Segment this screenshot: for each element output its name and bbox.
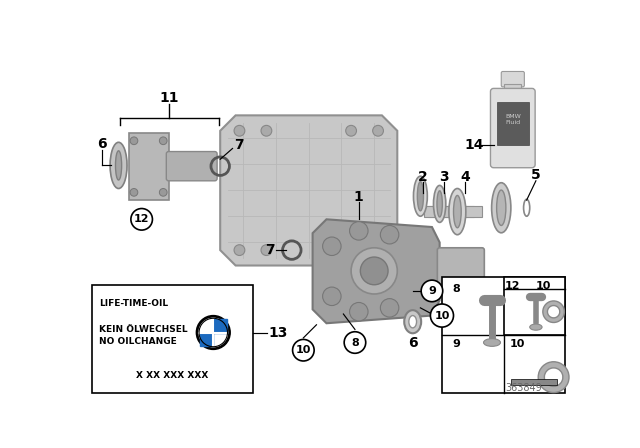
Circle shape bbox=[349, 222, 368, 240]
Text: 3: 3 bbox=[438, 170, 448, 184]
Ellipse shape bbox=[413, 176, 428, 216]
Text: 6: 6 bbox=[408, 336, 417, 349]
Circle shape bbox=[159, 189, 167, 196]
Text: 8: 8 bbox=[351, 337, 359, 348]
Text: X XX XXX XXX: X XX XXX XXX bbox=[136, 371, 209, 380]
Ellipse shape bbox=[115, 151, 122, 180]
Circle shape bbox=[372, 245, 383, 255]
Text: 10: 10 bbox=[435, 310, 450, 321]
Text: 6: 6 bbox=[97, 137, 106, 151]
Text: 1: 1 bbox=[354, 190, 364, 204]
Text: 10: 10 bbox=[509, 339, 525, 349]
Text: LIFE-TIME-OIL: LIFE-TIME-OIL bbox=[99, 299, 168, 308]
Polygon shape bbox=[129, 133, 168, 200]
Polygon shape bbox=[511, 379, 557, 385]
Circle shape bbox=[261, 125, 272, 136]
Text: 10: 10 bbox=[296, 345, 311, 355]
Text: 12: 12 bbox=[134, 214, 149, 224]
Ellipse shape bbox=[404, 310, 421, 333]
Circle shape bbox=[323, 287, 341, 306]
Bar bbox=[442, 277, 565, 392]
Circle shape bbox=[380, 225, 399, 244]
Ellipse shape bbox=[449, 189, 466, 235]
Text: 8: 8 bbox=[452, 284, 460, 293]
Circle shape bbox=[292, 340, 314, 361]
Ellipse shape bbox=[492, 183, 511, 233]
Ellipse shape bbox=[497, 190, 506, 225]
Bar bbox=[424, 206, 482, 217]
Bar bbox=[428, 206, 474, 217]
Bar bbox=[504, 84, 521, 93]
Circle shape bbox=[130, 189, 138, 196]
FancyBboxPatch shape bbox=[437, 248, 484, 295]
Circle shape bbox=[346, 245, 356, 255]
Circle shape bbox=[234, 245, 245, 255]
Polygon shape bbox=[200, 332, 213, 346]
Ellipse shape bbox=[437, 191, 442, 217]
Ellipse shape bbox=[409, 315, 417, 328]
Circle shape bbox=[199, 318, 227, 347]
Ellipse shape bbox=[417, 181, 424, 211]
Text: 12: 12 bbox=[505, 281, 520, 291]
Circle shape bbox=[349, 302, 368, 321]
Ellipse shape bbox=[110, 142, 127, 189]
Circle shape bbox=[351, 248, 397, 294]
Text: 363849: 363849 bbox=[506, 383, 542, 392]
Ellipse shape bbox=[433, 185, 446, 222]
Text: NO OILCHANGE: NO OILCHANGE bbox=[99, 337, 177, 346]
Bar bbox=[92, 285, 253, 392]
Ellipse shape bbox=[454, 195, 461, 228]
Circle shape bbox=[234, 125, 245, 136]
Bar bbox=[504, 277, 565, 335]
Text: 7: 7 bbox=[265, 243, 275, 257]
FancyBboxPatch shape bbox=[501, 72, 524, 87]
Circle shape bbox=[196, 315, 230, 349]
Circle shape bbox=[344, 332, 365, 353]
Text: 9: 9 bbox=[428, 286, 436, 296]
FancyBboxPatch shape bbox=[166, 151, 217, 181]
Text: 5: 5 bbox=[531, 168, 541, 182]
Text: 13: 13 bbox=[268, 326, 287, 340]
Text: KEIN ÖLWECHSEL: KEIN ÖLWECHSEL bbox=[99, 325, 188, 334]
Ellipse shape bbox=[524, 199, 530, 216]
Polygon shape bbox=[220, 116, 397, 266]
Circle shape bbox=[130, 137, 138, 145]
Text: BMW
Fluid: BMW Fluid bbox=[505, 114, 521, 125]
Circle shape bbox=[131, 208, 152, 230]
Circle shape bbox=[360, 257, 388, 285]
Text: 11: 11 bbox=[159, 90, 179, 105]
Text: 10: 10 bbox=[536, 281, 551, 291]
FancyBboxPatch shape bbox=[490, 88, 535, 168]
Ellipse shape bbox=[484, 339, 500, 346]
Bar bbox=[497, 102, 529, 145]
Circle shape bbox=[431, 304, 454, 327]
Polygon shape bbox=[213, 319, 227, 332]
Circle shape bbox=[372, 125, 383, 136]
Circle shape bbox=[421, 280, 443, 302]
Text: 9: 9 bbox=[452, 339, 460, 349]
Circle shape bbox=[380, 299, 399, 317]
Text: 2: 2 bbox=[418, 170, 428, 184]
Circle shape bbox=[346, 125, 356, 136]
Text: 4: 4 bbox=[460, 170, 470, 184]
Polygon shape bbox=[312, 220, 440, 323]
Ellipse shape bbox=[530, 324, 542, 330]
Text: 14: 14 bbox=[465, 138, 484, 151]
Circle shape bbox=[159, 137, 167, 145]
Circle shape bbox=[323, 237, 341, 255]
Circle shape bbox=[261, 245, 272, 255]
Text: 7: 7 bbox=[234, 138, 243, 152]
